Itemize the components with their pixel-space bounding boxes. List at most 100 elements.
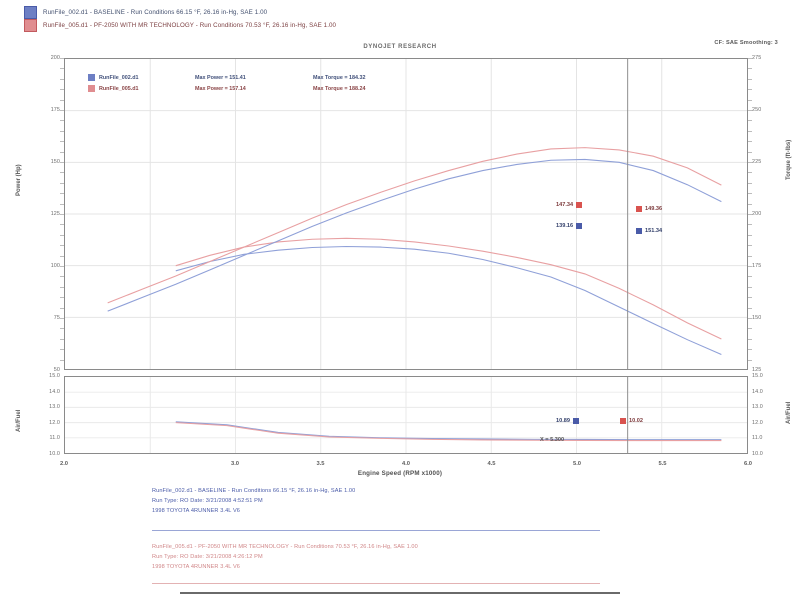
minor-tick-left xyxy=(60,307,64,309)
minor-tick-left xyxy=(60,130,64,132)
minor-tick-right xyxy=(748,151,752,153)
y-tick-airfuel: 12.0 xyxy=(49,419,60,426)
minor-tick-right xyxy=(748,224,752,226)
run-header-modified: RunFile_005.d1 - PF-2050 WITH MR TECHNOL… xyxy=(24,18,764,32)
y-tick-airfuel: 11.0 xyxy=(49,435,60,442)
minor-tick-left xyxy=(60,120,64,122)
readout-marker-blue-icon xyxy=(576,223,583,229)
minor-tick-left xyxy=(60,110,64,111)
minor-tick-right xyxy=(748,89,752,91)
footer-modified-line-1: RunFile_005.d1 - PF-2050 WITH MR TECHNOL… xyxy=(152,544,418,550)
y-tick-power: 150 xyxy=(50,159,60,165)
x-tick: 4.0 xyxy=(401,461,411,467)
x-axis-label: Engine Speed (RPM x1000) xyxy=(357,470,443,477)
y-tick-airfuel-right: 10.0 xyxy=(752,451,763,457)
legend-name-modified: RunFile_005.d1 xyxy=(99,85,139,92)
y-tick-torque: 150 xyxy=(752,315,762,321)
bottom-rule xyxy=(180,592,620,594)
readout-marker-blue2-icon xyxy=(636,228,642,234)
legend-swatch-red-icon xyxy=(88,85,95,92)
x-tick: 5.5 xyxy=(658,461,667,467)
power-torque-plot xyxy=(64,58,748,370)
y-tick-airfuel-right: 12.0 xyxy=(752,419,763,426)
minor-tick-right xyxy=(748,328,752,330)
y-tick-power: 100 xyxy=(50,263,60,269)
air-fuel-curves xyxy=(65,377,747,453)
x-tick: 4.5 xyxy=(487,461,496,467)
minor-tick-left xyxy=(60,224,64,226)
y-tick-torque: 125 xyxy=(752,367,762,373)
x-tick: 3.0 xyxy=(230,461,240,467)
minor-tick-right xyxy=(748,338,752,340)
minor-tick-right xyxy=(748,266,752,267)
y-tick-power: 125 xyxy=(50,211,60,217)
minor-tick-left xyxy=(60,89,64,91)
minor-tick-left xyxy=(60,359,64,361)
minor-tick-left xyxy=(60,266,64,267)
minor-tick-left xyxy=(60,349,64,351)
minor-tick-left xyxy=(60,172,64,174)
minor-tick-right xyxy=(748,182,752,184)
minor-tick-left xyxy=(60,78,64,80)
y-tick-torque: 200 xyxy=(752,211,762,217)
x-tick: 3.5 xyxy=(316,461,325,467)
minor-tick-right xyxy=(748,141,752,143)
minor-tick-left xyxy=(60,255,64,257)
readout-marker-af-red-icon xyxy=(620,418,626,424)
color-swatch-blue-icon xyxy=(24,5,37,19)
run-header-modified-text: RunFile_005.d1 - PF-2050 WITH MR TECHNOL… xyxy=(43,21,337,29)
chart-title: DYNOJET RESEARCH xyxy=(363,44,437,50)
legend-row-baseline: RunFile_002.d1 Max Power = 151.41 Max To… xyxy=(88,72,433,83)
minor-tick-right xyxy=(748,58,752,59)
y-tick-airfuel-right: 13.0 xyxy=(752,404,763,411)
legend-maxtorque-baseline: Max Torque = 184.32 xyxy=(313,74,366,81)
legend-maxtorque-modified: Max Torque = 188.24 xyxy=(313,85,366,92)
minor-tick-left xyxy=(60,58,64,59)
footer-divider-red xyxy=(152,583,600,584)
y-tick-power: 200 xyxy=(50,55,60,61)
legend-maxpower-modified: Max Power = 157.14 xyxy=(195,85,246,92)
minor-tick-left xyxy=(60,286,64,288)
run-header-baseline-text: RunFile_002.d1 - BASELINE - Run Conditio… xyxy=(43,8,268,16)
readout-airfuel-baseline: 10.89 xyxy=(556,418,579,424)
y-tick-power: 75 xyxy=(53,315,60,321)
y-tick-airfuel: 13.0 xyxy=(49,404,60,411)
minor-tick-left xyxy=(60,182,64,184)
minor-tick-right xyxy=(748,276,752,278)
power-torque-curves xyxy=(65,59,747,369)
minor-tick-right xyxy=(748,255,752,257)
y-tick-airfuel: 10.0 xyxy=(49,451,60,457)
curve-af xyxy=(175,422,722,442)
minor-tick-left xyxy=(60,68,64,70)
minor-tick-left xyxy=(60,297,64,299)
minor-tick-left xyxy=(60,328,64,330)
readout-marker-af-blue-icon xyxy=(573,418,579,424)
footer-baseline: RunFile_002.d1 - BASELINE - Run Conditio… xyxy=(152,486,752,516)
minor-tick-right xyxy=(748,172,752,174)
y-tick-torque: 175 xyxy=(752,263,762,269)
minor-tick-left xyxy=(60,141,64,143)
legend-swatch-blue-icon xyxy=(88,74,95,81)
minor-tick-right xyxy=(748,120,752,122)
minor-tick-right xyxy=(748,68,752,70)
curve-torque xyxy=(175,245,722,355)
y-tick-airfuel-right: 14.0 xyxy=(752,388,763,395)
footer-baseline-line-3: 1998 TOYOTA 4RUNNER 3.4L V6 xyxy=(152,508,240,514)
minor-tick-right xyxy=(748,307,752,309)
readout-power-baseline: 151.34 xyxy=(636,228,662,234)
minor-tick-right xyxy=(748,349,752,351)
legend-name-baseline: RunFile_002.d1 xyxy=(99,74,139,81)
y-tick-power: 175 xyxy=(50,107,60,113)
y-axis-label-airfuel-right: Air/Fuel xyxy=(786,401,792,424)
curve-power xyxy=(107,158,722,312)
minor-tick-right xyxy=(748,359,752,361)
minor-tick-left xyxy=(60,162,64,163)
curve-torque xyxy=(175,237,722,340)
minor-tick-left xyxy=(60,214,64,215)
footer-baseline-line-1: RunFile_002.d1 - BASELINE - Run Conditio… xyxy=(152,488,356,494)
footer-modified-line-3: 1998 TOYOTA 4RUNNER 3.4L V6 xyxy=(152,564,240,570)
readout-x-value: X = 5.300 xyxy=(540,437,565,443)
minor-tick-right xyxy=(748,203,752,205)
run-header-baseline: RunFile_002.d1 - BASELINE - Run Conditio… xyxy=(24,5,764,19)
minor-tick-right xyxy=(748,234,752,236)
